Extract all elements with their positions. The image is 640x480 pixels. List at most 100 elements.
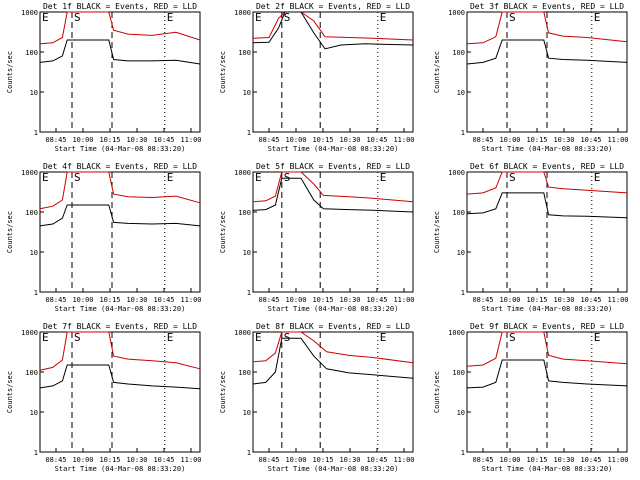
event-marker-label: E xyxy=(594,331,601,344)
event-marker-label: E xyxy=(380,331,387,344)
y-tick-label: 100 xyxy=(25,209,38,217)
event-marker-label: E xyxy=(255,331,262,344)
event-marker-label: E xyxy=(167,11,174,24)
event-marker-label: E xyxy=(255,171,262,184)
y-tick-label: 1000 xyxy=(234,329,251,337)
y-tick-label: 1 xyxy=(461,449,465,457)
x-tick-label: 11:00 xyxy=(180,296,201,304)
x-tick-label: 11:00 xyxy=(393,296,414,304)
x-tick-label: 10:45 xyxy=(580,296,601,304)
x-tick-label: 08:45 xyxy=(45,456,66,464)
panel-title: Det 1f BLACK = Events, RED = LLD xyxy=(43,2,197,11)
panel-title: Det 4f BLACK = Events, RED = LLD xyxy=(43,162,197,171)
x-tick-label: 10:30 xyxy=(553,296,574,304)
y-tick-label: 1000 xyxy=(21,329,38,337)
y-tick-label: 100 xyxy=(238,49,251,57)
x-tick-label: 10:45 xyxy=(366,136,387,144)
series-line xyxy=(252,11,414,50)
x-tick-label: 08:45 xyxy=(45,296,66,304)
y-tick-label: 10 xyxy=(243,249,251,257)
event-marker-label: E xyxy=(594,11,601,24)
x-tick-label: 10:45 xyxy=(153,456,174,464)
y-tick-label: 10 xyxy=(30,249,38,257)
y-tick-label: 100 xyxy=(238,209,251,217)
x-tick-label: 10:30 xyxy=(126,136,147,144)
x-tick-label: 10:15 xyxy=(312,136,333,144)
series-line xyxy=(39,364,201,390)
y-axis-label: Counts/sec xyxy=(219,51,227,93)
y-tick-label: 1 xyxy=(34,449,38,457)
x-tick-label: 10:00 xyxy=(72,136,93,144)
series-line xyxy=(39,331,201,371)
series-line xyxy=(39,171,201,210)
x-tick-label: 10:15 xyxy=(99,136,120,144)
x-axis-label: Start Time (04-Mar-08 08:33:20) xyxy=(268,465,399,473)
detector-panel: Det 4f BLACK = Events, RED = LLD 1 10 100 10… xyxy=(6,162,202,313)
x-axis-label: Start Time (04-Mar-08 08:33:20) xyxy=(482,305,613,313)
panel-title: Det 8f BLACK = Events, RED = LLD xyxy=(256,322,410,331)
x-tick-label: 08:45 xyxy=(472,136,493,144)
x-tick-label: 10:15 xyxy=(312,296,333,304)
y-tick-label: 1000 xyxy=(21,9,38,17)
x-tick-label: 08:45 xyxy=(258,296,279,304)
y-tick-label: 100 xyxy=(25,49,38,57)
detector-panel: Det 3f BLACK = Events, RED = LLD 1 10 100 10… xyxy=(433,2,629,153)
x-tick-label: 10:45 xyxy=(580,456,601,464)
x-axis-label: Start Time (04-Mar-08 08:33:20) xyxy=(482,465,613,473)
detector-panel: Det 5f BLACK = Events, RED = LLD 1 10 100 10… xyxy=(219,162,415,313)
x-tick-label: 08:45 xyxy=(472,296,493,304)
x-tick-label: 10:15 xyxy=(99,456,120,464)
x-tick-label: 08:45 xyxy=(258,136,279,144)
y-tick-label: 10 xyxy=(457,89,465,97)
plot-frame xyxy=(252,331,414,453)
panel-title: Det 9f BLACK = Events, RED = LLD xyxy=(470,322,624,331)
x-tick-label: 10:00 xyxy=(285,136,306,144)
event-marker-label: E xyxy=(42,11,49,24)
event-marker-label: S xyxy=(284,171,291,184)
detector-panel: Det 6f BLACK = Events, RED = LLD 1 10 100 10… xyxy=(433,162,629,313)
y-tick-label: 1000 xyxy=(448,329,465,337)
y-tick-label: 10 xyxy=(243,89,251,97)
x-axis-label: Start Time (04-Mar-08 08:33:20) xyxy=(55,145,186,153)
y-tick-label: 100 xyxy=(25,369,38,377)
series-line xyxy=(466,39,628,65)
series-line xyxy=(39,39,201,65)
x-tick-label: 11:00 xyxy=(607,456,628,464)
detector-panel: Det 1f BLACK = Events, RED = LLD 1 10 100 10… xyxy=(6,2,202,153)
y-axis-label: Counts/sec xyxy=(6,371,14,413)
y-tick-label: 1 xyxy=(247,129,251,137)
y-axis-label: Counts/sec xyxy=(219,371,227,413)
series-line xyxy=(466,359,628,389)
event-marker-label: S xyxy=(509,171,516,184)
y-tick-label: 1 xyxy=(461,289,465,297)
series-line xyxy=(39,204,201,227)
y-tick-label: 1 xyxy=(247,449,251,457)
event-marker-label: E xyxy=(380,11,387,24)
event-marker-label: S xyxy=(74,331,81,344)
series-line xyxy=(466,171,628,195)
event-marker-label: E xyxy=(167,171,174,184)
x-tick-label: 10:30 xyxy=(126,296,147,304)
x-tick-label: 10:45 xyxy=(366,456,387,464)
detector-panel: Det 8f BLACK = Events, RED = LLD 1 10 100 10… xyxy=(219,322,415,473)
series-line xyxy=(466,331,628,367)
y-tick-label: 100 xyxy=(452,49,465,57)
series-line xyxy=(466,192,628,219)
x-tick-label: 10:00 xyxy=(72,296,93,304)
x-tick-label: 10:00 xyxy=(72,456,93,464)
y-tick-label: 1 xyxy=(34,129,38,137)
y-tick-label: 1000 xyxy=(234,9,251,17)
event-marker-label: S xyxy=(74,11,81,24)
series-line xyxy=(252,337,414,385)
x-tick-label: 10:30 xyxy=(339,296,360,304)
event-marker-label: S xyxy=(509,331,516,344)
x-tick-label: 10:00 xyxy=(285,296,306,304)
event-marker-label: E xyxy=(594,171,601,184)
x-tick-label: 10:45 xyxy=(153,296,174,304)
event-marker-label: S xyxy=(284,331,291,344)
event-marker-label: E xyxy=(167,331,174,344)
x-tick-label: 11:00 xyxy=(180,136,201,144)
y-tick-label: 10 xyxy=(457,409,465,417)
y-tick-label: 10 xyxy=(30,409,38,417)
